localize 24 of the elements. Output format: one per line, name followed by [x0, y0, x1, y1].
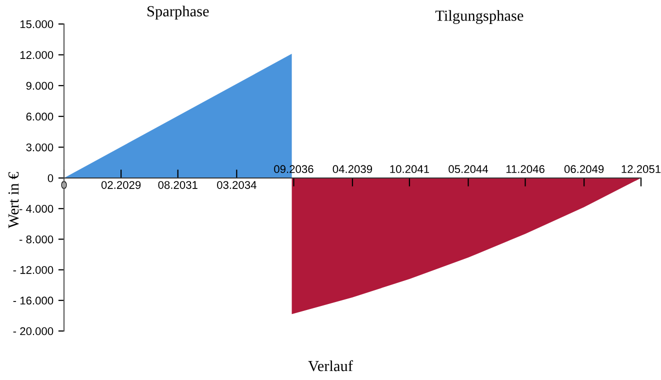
x-tick-label: 08.2031 — [158, 181, 198, 189]
x-tick-label: 05.2044 — [448, 165, 488, 174]
x-axis-title: Verlauf — [308, 360, 353, 372]
y-tick-label: - 20.000 — [13, 327, 54, 336]
y-tick-label: - 12.000 — [13, 266, 54, 274]
x-tick-label: 02.2029 — [101, 181, 141, 189]
x-tick-label: 11.2046 — [506, 165, 544, 174]
y-tick-label: - 16.000 — [13, 296, 54, 305]
annotation: Tilgungsphase — [435, 10, 524, 24]
y-tick-label: 6.000 — [26, 112, 54, 121]
y-tick-label: 0 — [48, 174, 54, 182]
x-tick-label: 04.2039 — [332, 165, 372, 174]
x-tick-label: 12.2051 — [622, 165, 661, 174]
x-tick-label: 10.2041 — [390, 165, 430, 174]
x-tick-label: 03.2034 — [217, 181, 256, 189]
y-tick-label: 3.000 — [26, 143, 54, 152]
y-axis-title: Wert in € — [8, 172, 19, 228]
y-tick-label: 15.000 — [20, 20, 54, 28]
chart-title: Sparphase — [148, 6, 209, 20]
y-tick-label: - 8.000 — [19, 235, 54, 244]
y-tick-label: 12.000 — [20, 51, 54, 59]
y-tick-label: 9.000 — [26, 82, 54, 90]
x-tick-label: 06.2049 — [564, 165, 604, 174]
y-tick-label: - 4.000 — [19, 204, 54, 213]
